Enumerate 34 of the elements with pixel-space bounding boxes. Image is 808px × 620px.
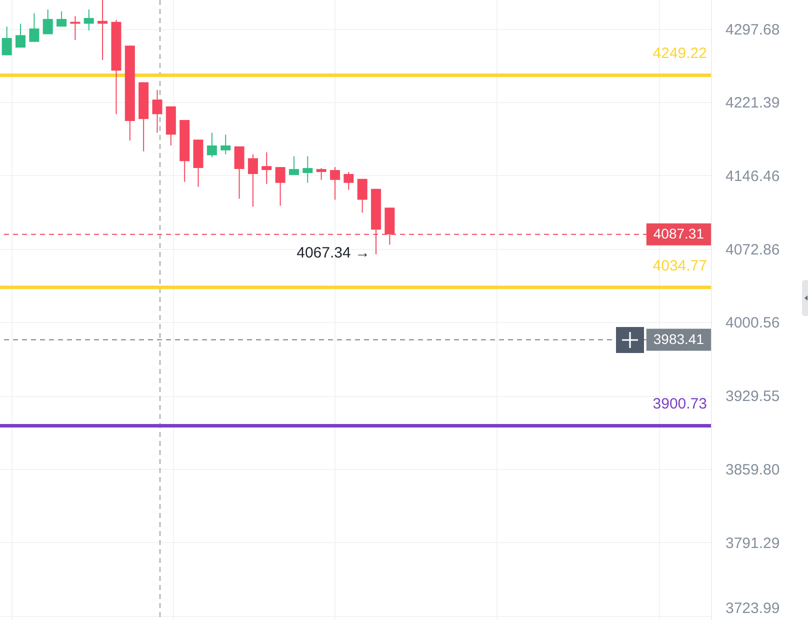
candlestick: [2, 26, 12, 56]
candlestick: [56, 10, 67, 28]
ref-line-label: 3983.41: [653, 330, 704, 347]
candlestick: [275, 166, 286, 206]
candlestick: [29, 12, 40, 42]
candlestick: [84, 8, 94, 31]
candlestick: [330, 166, 340, 200]
candlestick: [152, 89, 162, 134]
candlestick: [42, 8, 53, 35]
y-tick-label: 4072.86: [726, 241, 780, 258]
y-tick-label: 4146.46: [726, 168, 780, 185]
annotation: 4067.34 →: [296, 244, 370, 262]
ref-line-label: 3900.73: [652, 396, 707, 413]
y-tick-label: 3723.99: [726, 600, 780, 618]
candlestick: [16, 23, 26, 48]
ref-line-label: 4249.22: [652, 45, 707, 62]
ref-line-label: 4034.77: [652, 257, 707, 274]
y-tick-label: 3929.55: [726, 388, 780, 406]
y-tick-label: 4221.39: [726, 94, 780, 112]
ref-line-label: 4087.31: [653, 225, 704, 242]
candlestick: [262, 152, 272, 184]
candlestick: [357, 178, 368, 214]
y-tick-label: 3859.80: [726, 461, 780, 478]
y-tick-label: 4000.56: [726, 314, 780, 332]
candlestick: [316, 168, 326, 180]
y-tick-label: 3791.29: [726, 534, 780, 552]
candlestick: [220, 134, 231, 155]
candlestick: [206, 132, 217, 158]
candlestick: [234, 146, 244, 200]
candlestick: [288, 156, 299, 176]
candlestick: [248, 154, 258, 208]
y-tick-label: 4297.68: [726, 21, 780, 38]
candlestick: [302, 156, 313, 184]
candlestick: [344, 172, 354, 190]
